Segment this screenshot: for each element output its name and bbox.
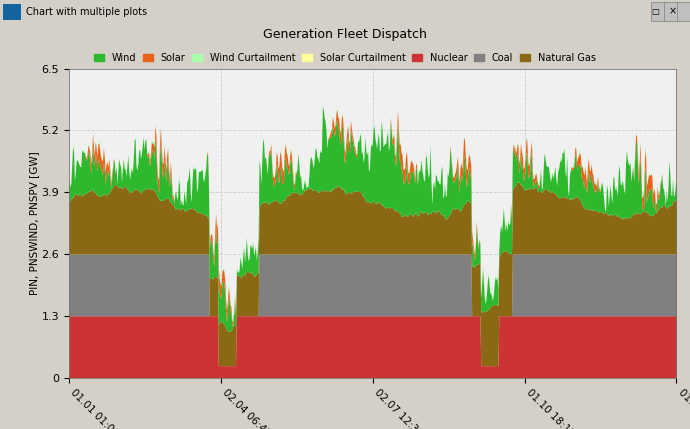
Text: Chart with multiple plots: Chart with multiple plots	[26, 7, 148, 17]
Text: ×: ×	[669, 7, 677, 17]
Text: Generation Fleet Dispatch: Generation Fleet Dispatch	[263, 28, 427, 41]
Legend: Wind, Solar, Wind Curtailment, Solar Curtailment, Nuclear, Coal, Natural Gas: Wind, Solar, Wind Curtailment, Solar Cur…	[92, 50, 598, 66]
Text: □: □	[651, 7, 660, 16]
Bar	[677, 2, 690, 21]
Bar	[651, 2, 667, 21]
Bar	[664, 2, 680, 21]
Bar	[3, 3, 21, 20]
Y-axis label: PIN, PNSWIND, PNSPV [GW]: PIN, PNSWIND, PNSPV [GW]	[29, 151, 39, 295]
